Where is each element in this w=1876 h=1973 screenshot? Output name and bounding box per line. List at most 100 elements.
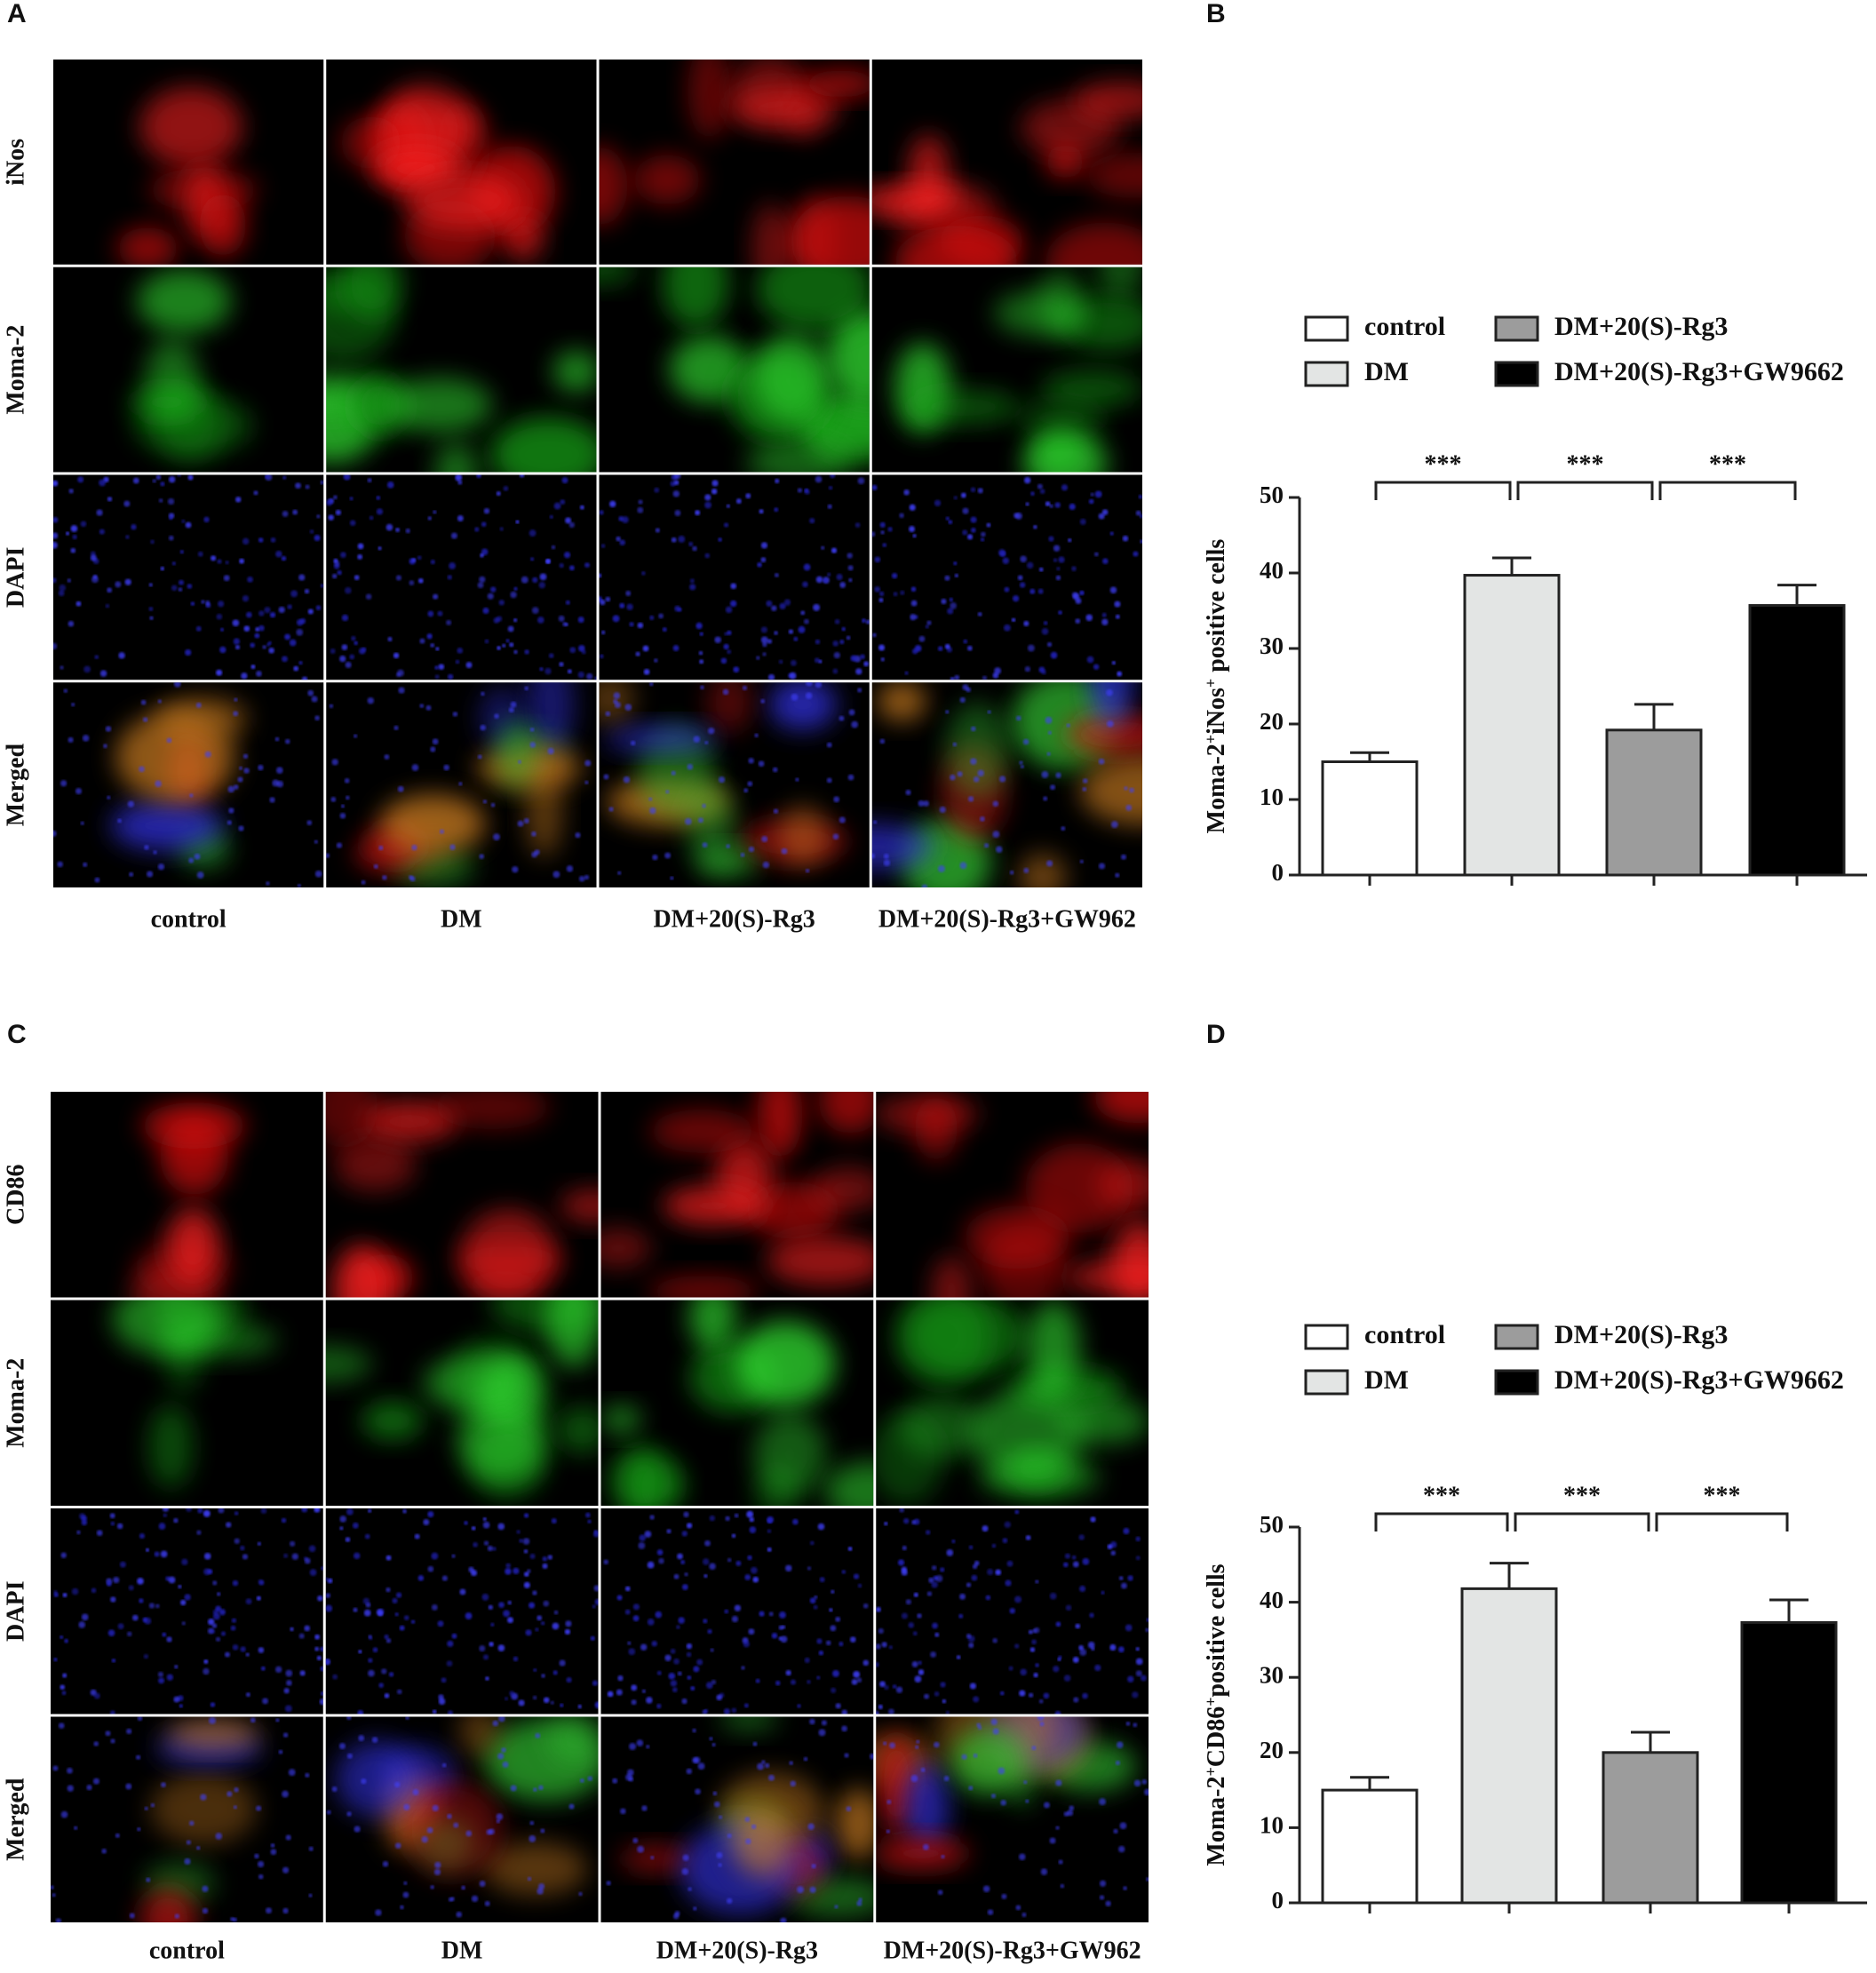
nucleus [481, 521, 487, 527]
nucleus [756, 656, 760, 660]
nucleus [410, 1619, 416, 1624]
nucleus [873, 820, 878, 824]
nucleus [270, 1849, 277, 1856]
nucleus [1098, 863, 1106, 870]
nucleus [148, 1603, 155, 1609]
nucleus [105, 603, 110, 609]
stain [433, 1092, 551, 1130]
nucleus [731, 1533, 736, 1539]
nucleus [878, 1704, 883, 1710]
nucleus [1106, 720, 1114, 728]
nucleus [361, 879, 366, 885]
nucleus [876, 1661, 879, 1667]
nucleus [658, 1557, 664, 1564]
nucleus [851, 720, 859, 728]
nucleus [417, 1575, 425, 1581]
nucleus [819, 1577, 825, 1583]
nucleus [496, 1819, 501, 1824]
nucleus [240, 1545, 245, 1551]
nucleus [354, 734, 358, 738]
nucleus [672, 490, 680, 497]
nucleus [673, 1573, 680, 1579]
nucleus [196, 871, 204, 879]
nucleus [1079, 1585, 1086, 1593]
nucleus [529, 1553, 536, 1560]
nucleus [760, 636, 768, 644]
nucleus [505, 1563, 512, 1569]
stain [719, 1716, 779, 1732]
nucleus [895, 1686, 903, 1693]
nucleus [131, 524, 137, 530]
nucleus [1138, 494, 1142, 499]
nucleus [959, 862, 967, 870]
nucleus [464, 1521, 468, 1525]
stain [1080, 756, 1142, 825]
nucleus [225, 561, 229, 565]
nucleus [792, 1518, 799, 1525]
nucleus [723, 1708, 730, 1714]
nucleus [1055, 1779, 1062, 1786]
nucleus [839, 715, 845, 721]
nucleus [325, 1604, 333, 1612]
nucleus [1062, 1562, 1069, 1568]
nucleus [860, 654, 865, 660]
nucleus [892, 1684, 897, 1689]
nucleus [937, 646, 943, 651]
nucleus [308, 1846, 314, 1851]
signal [325, 1300, 599, 1498]
nucleus [783, 599, 791, 606]
nucleus [1065, 1604, 1072, 1611]
nucleus [447, 575, 452, 580]
nucleus [346, 1811, 352, 1817]
nucleus [523, 1549, 529, 1554]
bar [1321, 760, 1419, 877]
nucleus [760, 626, 767, 633]
nucleus [1058, 610, 1062, 615]
nucleus [599, 510, 604, 515]
y-tick-label: 40 [1260, 1587, 1284, 1613]
nucleus [345, 1537, 351, 1542]
panel-letter: B [1206, 0, 1226, 28]
nucleus [926, 1530, 931, 1535]
nucleus [841, 1725, 847, 1732]
nucleus [282, 1732, 289, 1738]
nucleus [971, 528, 976, 533]
nucleus [825, 1640, 831, 1646]
nucleus [733, 666, 740, 673]
nucleus [488, 1604, 493, 1611]
nucleus [870, 1753, 874, 1760]
nucleus [509, 1691, 515, 1697]
nucleus [835, 1616, 841, 1622]
stain [894, 1300, 990, 1386]
nucleus [212, 1580, 218, 1586]
nucleus [264, 607, 271, 614]
nucleus [594, 1598, 599, 1605]
nucleus [321, 1566, 323, 1571]
nucleus [411, 558, 417, 562]
stain [1045, 222, 1142, 265]
nucleus [260, 1666, 266, 1671]
nucleus [830, 474, 836, 479]
nucleus [917, 1613, 922, 1619]
nucleus [977, 488, 983, 494]
nucleus [465, 662, 473, 669]
nucleus [78, 1621, 86, 1628]
nucleus [91, 1587, 97, 1594]
nucleus [203, 1667, 210, 1675]
nucleus [623, 776, 631, 784]
stain [687, 784, 735, 872]
nucleus [301, 676, 308, 680]
nucleus [274, 736, 280, 742]
nucleus [1135, 1670, 1142, 1677]
nucleus [918, 635, 926, 642]
nucleus [203, 516, 210, 523]
nucleus [646, 1697, 653, 1704]
nucleus [702, 1558, 710, 1565]
nucleus [711, 480, 719, 487]
nucleus [797, 1886, 805, 1894]
panel-letter: A [7, 0, 27, 28]
signal [112, 1300, 278, 1489]
nucleus [336, 842, 343, 848]
nucleus [640, 1643, 648, 1651]
stain [379, 794, 486, 854]
